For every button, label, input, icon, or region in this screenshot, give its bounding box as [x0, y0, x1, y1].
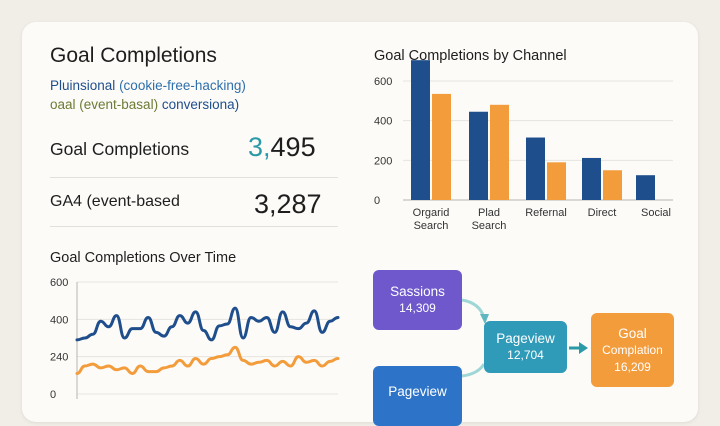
- kpi-value-highlight: 3,: [248, 132, 271, 162]
- dashboard-card: [22, 22, 698, 422]
- line-series: [75, 345, 340, 375]
- bar: [432, 93, 451, 200]
- legend-line-1-part-b: (cookie-free-hacking): [119, 78, 246, 93]
- bar-category-label: Search: [472, 220, 507, 232]
- bar-category-label: Direct: [588, 207, 617, 219]
- flow-step-label: Pageview: [496, 331, 555, 346]
- bar-y-tick-label: 0: [374, 195, 380, 207]
- bar-y-tick-label: 400: [374, 116, 392, 128]
- bar-y-tick-label: 600: [374, 76, 392, 88]
- flow-step-label: Goal: [618, 325, 647, 341]
- bar: [490, 104, 509, 200]
- line-chart: 0 240 400 600: [50, 277, 340, 401]
- arrow-icon: [480, 314, 489, 324]
- bar-y-tick-label: 200: [374, 155, 392, 167]
- flow-step-label: Sassions: [390, 284, 445, 299]
- flow-step-label: Pageview: [388, 384, 447, 399]
- line-chart-title: Goal Completions Over Time: [50, 250, 237, 266]
- kpi-ga4-label: GA4 (event-based: [50, 193, 180, 210]
- kpi-value-rest: 495: [270, 132, 316, 162]
- bar: [582, 157, 601, 200]
- flow-step-pageview-2[interactable]: Pageview: [373, 366, 462, 426]
- flow-arrows: [461, 298, 588, 378]
- line-y-tick-label: 400: [50, 314, 68, 326]
- bar: [603, 170, 622, 200]
- line-y-tick-label: 240: [50, 352, 68, 364]
- bar-category-label: Search: [414, 220, 449, 232]
- bar-category-label: Social: [641, 207, 671, 219]
- legend-line-2-part-a: oaal (event-basal): [50, 97, 159, 112]
- bar-category-label: Refernal: [525, 207, 567, 219]
- arrow-icon: [461, 363, 486, 378]
- flow-step-goal-completion[interactable]: Goal Complation 16,209: [591, 313, 674, 387]
- bar: [469, 111, 488, 200]
- legend-line-2: oaal (event-basal) conversiona): [50, 97, 239, 112]
- bar: [547, 162, 566, 200]
- legend-line-2-part-b: conversiona): [161, 97, 240, 112]
- line-series: [75, 306, 340, 342]
- bar-chart-title: Goal Completions by Channel: [374, 48, 567, 64]
- flow-step-value: 12,704: [507, 348, 544, 362]
- flow-step-value: 14,309: [399, 301, 436, 315]
- flow-step-pageview[interactable]: Pageview 12,704: [484, 321, 567, 373]
- bar-category-label: Orgarid: [413, 207, 450, 219]
- bar: [526, 137, 545, 200]
- line-y-tick-label: 600: [50, 277, 68, 289]
- bar: [411, 60, 430, 200]
- kpi-divider: [50, 226, 338, 227]
- kpi-goal-completions-value: 3,495: [248, 132, 316, 163]
- flow-step-label-2: Complation: [602, 342, 663, 357]
- flow-step-value: 16,209: [614, 359, 651, 374]
- legend-line-1-part-a: Pluinsional: [50, 78, 116, 93]
- arrow-icon: [579, 342, 588, 354]
- line-y-tick-label: 0: [50, 389, 56, 401]
- flow-step-sessions[interactable]: Sassions 14,309: [373, 270, 462, 330]
- page-title: Goal Completions: [50, 44, 217, 67]
- kpi-ga4-value: 3,287: [254, 189, 322, 219]
- bar: [636, 175, 655, 200]
- bar-chart: 0200400600OrgaridSearchPladSearchReferna…: [374, 60, 673, 232]
- legend-line-1: Pluinsional (cookie-free-hacking): [50, 78, 246, 93]
- kpi-divider: [50, 177, 338, 178]
- bar-category-label: Plad: [478, 207, 500, 219]
- kpi-goal-completions-label: Goal Completions: [50, 139, 190, 159]
